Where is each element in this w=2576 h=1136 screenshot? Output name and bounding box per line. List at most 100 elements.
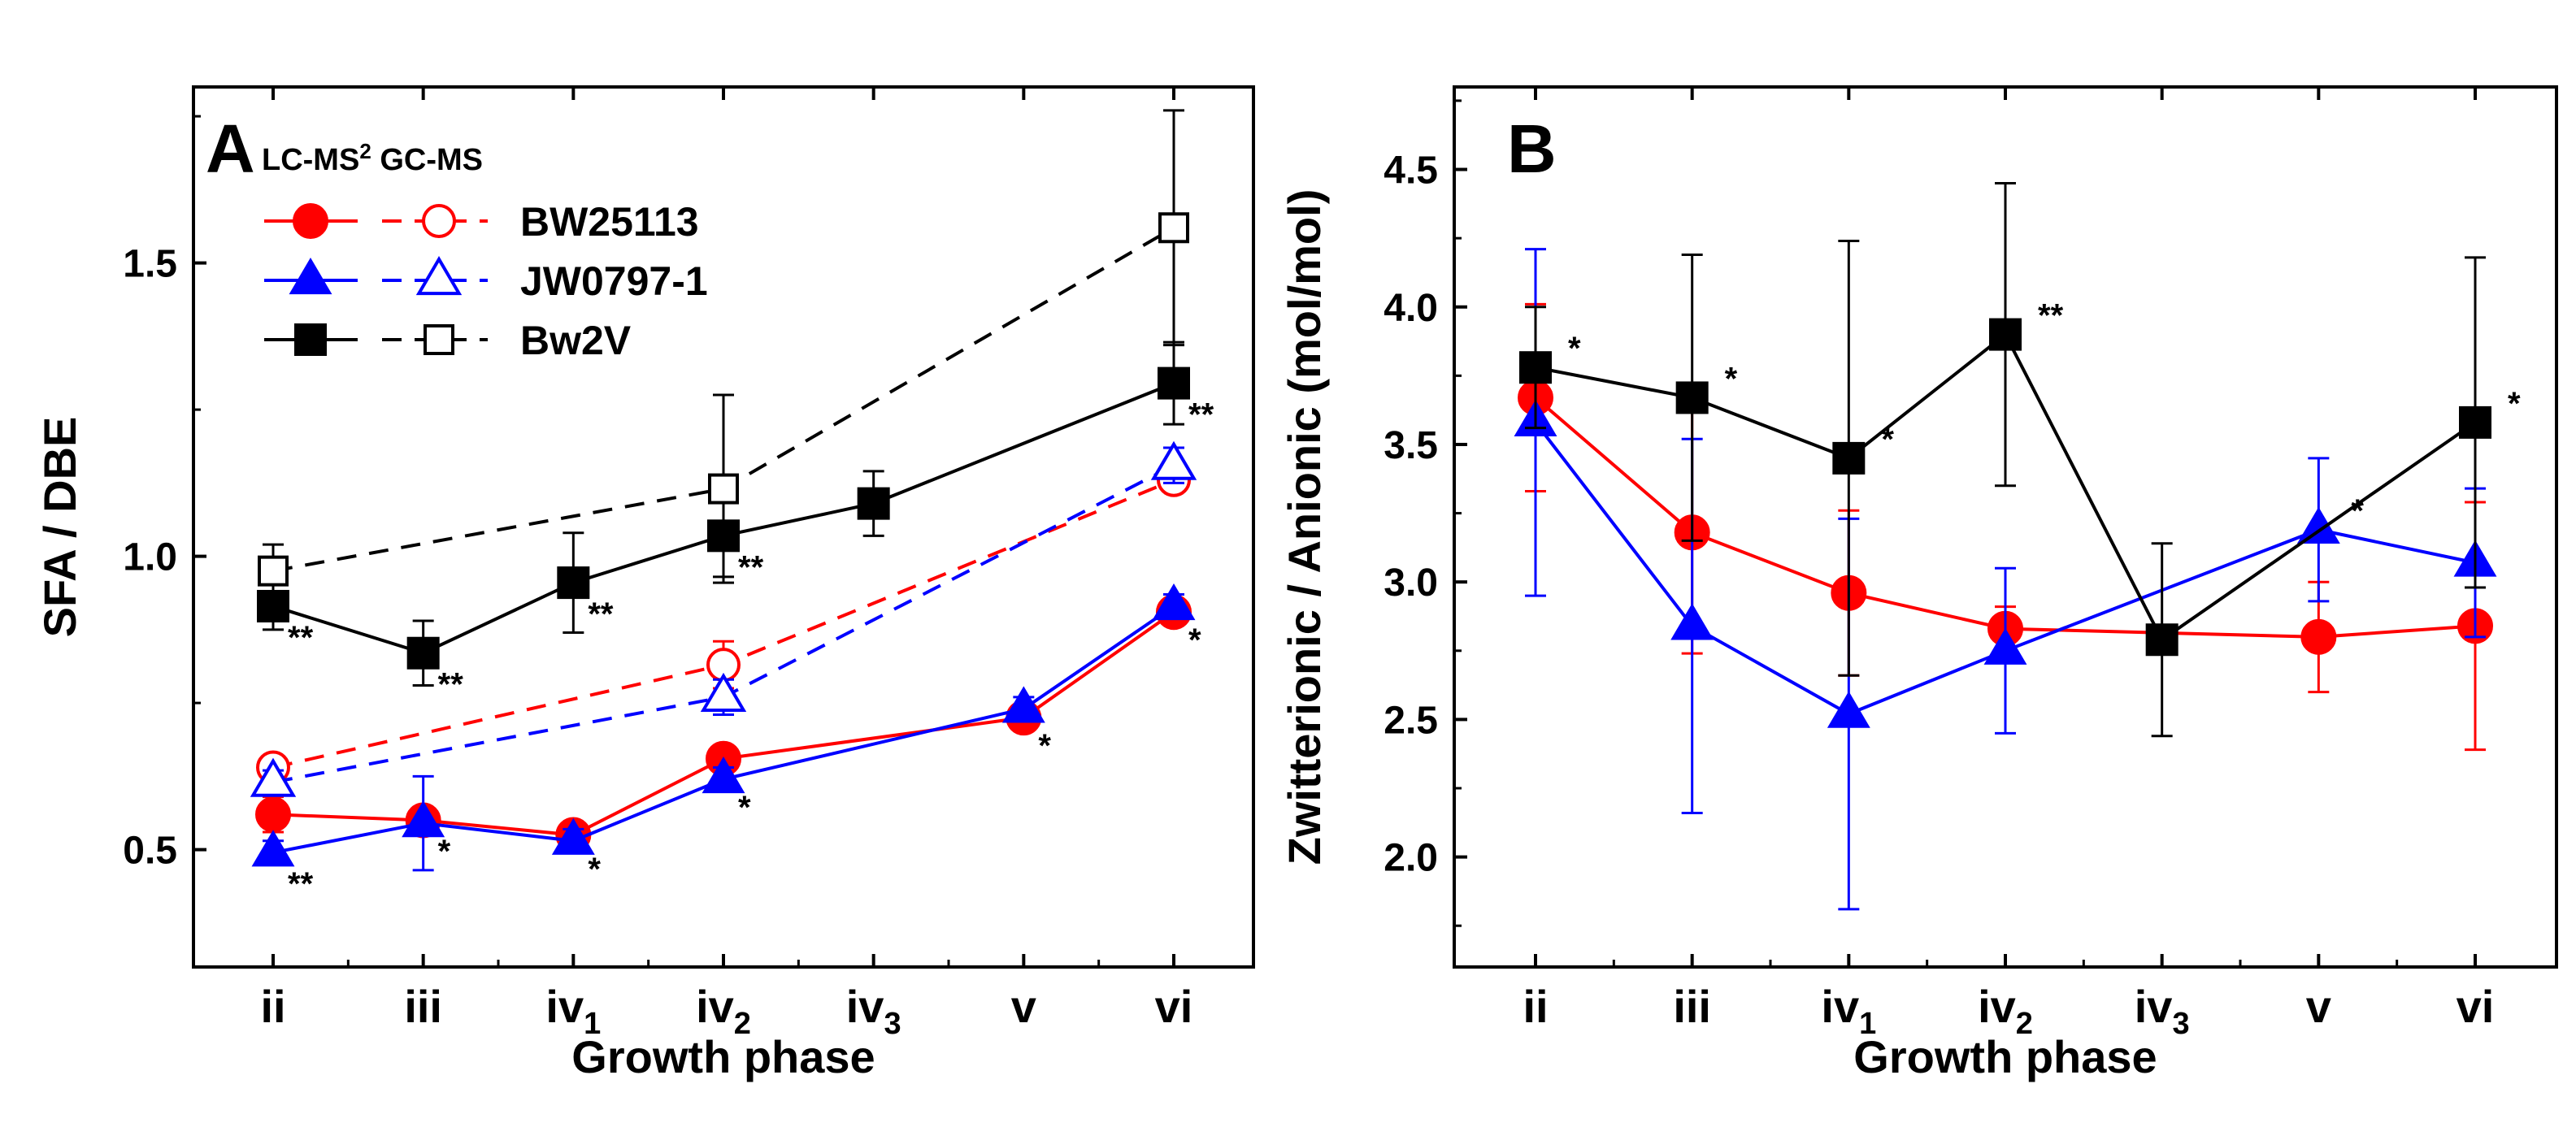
legend-entry-bw25113: BW25113 bbox=[264, 199, 699, 245]
legend-label-bw2v: Bw2V bbox=[520, 318, 632, 363]
panel-a-significance-marker: ** bbox=[288, 866, 314, 902]
legend-header: LC-MS2 GC-MS bbox=[262, 139, 483, 177]
legend-entry-bw2v: Bw2V bbox=[264, 318, 632, 363]
panel-a-x-tick-label-5: v bbox=[1011, 981, 1036, 1032]
panel-b-x-tick-label-sub: 3 bbox=[2172, 1007, 2189, 1041]
panel-a-data-point-bw2v bbox=[1158, 212, 1189, 244]
panel-a-data-point-bw2v bbox=[406, 636, 440, 670]
panel-a-significance-marker: * bbox=[438, 834, 451, 869]
panel-a-significance-marker: ** bbox=[1188, 397, 1214, 433]
panel-b-significance-marker: * bbox=[2508, 386, 2521, 422]
panel-b-x-tick-label-5: v bbox=[2306, 981, 2331, 1032]
panel-a-x-tick-label-6: vi bbox=[1155, 981, 1193, 1032]
panel-b-x-tick-label-sub: 1 bbox=[1859, 1007, 1876, 1041]
panel-a-y-tick-label-2: 1.5 bbox=[123, 243, 177, 286]
legend-label-jw0797-1: JW0797-1 bbox=[520, 258, 708, 304]
panel-a-x-tick-label-2: iv1 bbox=[545, 981, 601, 1041]
panel-a-data-point-jw0797-1 bbox=[251, 830, 295, 867]
legend-marker-filled bbox=[289, 258, 332, 295]
legend-marker-filled bbox=[293, 203, 328, 239]
panel-a-significance-marker: * bbox=[1038, 728, 1051, 764]
panel-label-a: A bbox=[206, 111, 255, 187]
legend-entry-jw0797-1: JW0797-1 bbox=[264, 256, 708, 304]
legend-marker-filled bbox=[294, 323, 327, 356]
panel-b-x-tick-label-4: iv3 bbox=[2135, 981, 2190, 1041]
panel-a-significance-marker: * bbox=[588, 852, 601, 887]
panel-b-x-tick-label-2: iv1 bbox=[1821, 981, 1876, 1041]
panel-a-data-point-bw25113 bbox=[255, 796, 291, 833]
panel-b-x-tick-label-base: iii bbox=[1673, 981, 1711, 1032]
legend-marker-open bbox=[424, 324, 454, 355]
panel-b-data-point-bw2v bbox=[2459, 405, 2491, 439]
panel-a-x-tick-label-sub: 3 bbox=[884, 1007, 901, 1041]
panel-a-series-bw25113 bbox=[255, 594, 1192, 853]
panel-b-x-tick-label-base: v bbox=[2306, 981, 2331, 1032]
panel-a-y-tick-label-1: 1.0 bbox=[123, 536, 177, 579]
panel-b-data-point-bw25113 bbox=[2300, 618, 2337, 655]
panel-a-x-tick-label-sub: 2 bbox=[734, 1007, 751, 1041]
panel-b-series-line-bw25113 bbox=[1534, 396, 2476, 639]
panel-label-b: B bbox=[1507, 111, 1557, 187]
panel-b-series-line-bw2v bbox=[1535, 332, 2477, 643]
panel-a-x-tick-label-4: iv3 bbox=[846, 981, 901, 1041]
panel-a-data-point-bw2v bbox=[708, 473, 739, 505]
panel-b-significance-marker: * bbox=[2351, 493, 2364, 529]
panel-a-data-point-jw0797-1 bbox=[700, 672, 747, 712]
panel-a-x-axis-title: Growth phase bbox=[571, 1031, 875, 1082]
panel-a-significance-marker: ** bbox=[738, 549, 764, 585]
legend-marker-open bbox=[422, 204, 456, 238]
panel-a-data-point-jw0797-1 bbox=[402, 800, 445, 838]
panel-b-data-point-jw0797-1 bbox=[2296, 506, 2340, 544]
panel-a-x-tick-label-base: iv bbox=[696, 981, 734, 1032]
panel-b-x-tick-label-base: iv bbox=[2135, 981, 2173, 1032]
panel-a-x-tick-label-base: iv bbox=[545, 981, 584, 1032]
panel-b-data-point-bw2v bbox=[1675, 381, 1709, 414]
panel-a-x-tick-label-base: ii bbox=[260, 981, 285, 1032]
panel-a-data-point-bw2v bbox=[258, 555, 289, 587]
panel-a-series-jw0797-1 bbox=[251, 583, 1196, 872]
panel-a-significance-marker: * bbox=[738, 790, 751, 826]
panel-a-x-tick-label-base: vi bbox=[1155, 981, 1193, 1032]
panel-a-series-line-bw2v bbox=[272, 381, 1175, 655]
panel-a-data-point-jw0797-1 bbox=[702, 756, 745, 794]
panel-a-data-point-bw2v bbox=[1158, 366, 1190, 400]
panel-b-x-tick-label-6: vi bbox=[2457, 981, 2495, 1032]
panel-b-data-point-jw0797-1 bbox=[1983, 627, 2027, 665]
panel-a-data-point-jw0797-1 bbox=[250, 757, 297, 797]
legend-header-lc-sup: 2 bbox=[359, 139, 371, 163]
panel-b-significance-marker: * bbox=[1568, 331, 1581, 366]
panel-b-y-tick-label-0: 2.0 bbox=[1384, 837, 1438, 880]
panel-b-x-tick-label-sub: 2 bbox=[2016, 1007, 2033, 1041]
panel-a-y-tick-label-0: 0.5 bbox=[123, 830, 177, 873]
panel-b-x-axis-title: Growth phase bbox=[1853, 1031, 2157, 1082]
panel-b-y-tick-label-2: 3.0 bbox=[1384, 561, 1438, 605]
panel-b-data-point-bw2v bbox=[1832, 441, 1866, 475]
panel-a-significance-marker: * bbox=[1188, 622, 1201, 658]
panel-b-x-tick-label-base: ii bbox=[1523, 981, 1548, 1032]
panel-a-series-jw0797-1-gc-ms bbox=[250, 440, 1197, 797]
panel-a-data-point-bw2v bbox=[557, 566, 590, 600]
panel-b-y-axis-title: Zwitterionic / Anionic (mol/mol) bbox=[1279, 189, 1330, 865]
panel-b-data-point-bw2v bbox=[1519, 351, 1552, 384]
panel-b-significance-marker: * bbox=[1881, 422, 1894, 457]
legend-header-lc: LC-MS bbox=[262, 143, 359, 177]
panel-a-data-point-jw0797-1 bbox=[1152, 583, 1196, 621]
panel-a-significance-marker: ** bbox=[288, 620, 314, 656]
panel-b-data-point-jw0797-1 bbox=[1827, 691, 1870, 728]
panel-a-data-point-jw0797-1 bbox=[551, 817, 595, 855]
panel-b-data-point-jw0797-1 bbox=[1670, 603, 1714, 640]
legend-header-gc: GC-MS bbox=[371, 143, 483, 177]
legend-label-bw25113: BW25113 bbox=[520, 199, 699, 245]
panel-b: ii iii iv1 iv2 iv3 v vi2.02.53.03.54.04.5Growt… bbox=[1279, 85, 2558, 1082]
panel-a-series-line-bw25113 bbox=[272, 610, 1175, 837]
panel-b-y-tick-label-4: 4.0 bbox=[1384, 287, 1438, 330]
panel-b-x-tick-label-1: iii bbox=[1673, 981, 1711, 1032]
panel-a-data-point-jw0797-1 bbox=[1001, 686, 1045, 723]
panel-a-x-tick-label-base: v bbox=[1011, 981, 1036, 1032]
panel-a-x-tick-label-1: iii bbox=[404, 981, 442, 1032]
panel-a-x-tick-label-sub: 1 bbox=[584, 1007, 601, 1041]
panel-b-y-tick-label-5: 4.5 bbox=[1384, 150, 1438, 193]
panel-a-data-point-jw0797-1 bbox=[1150, 440, 1197, 480]
